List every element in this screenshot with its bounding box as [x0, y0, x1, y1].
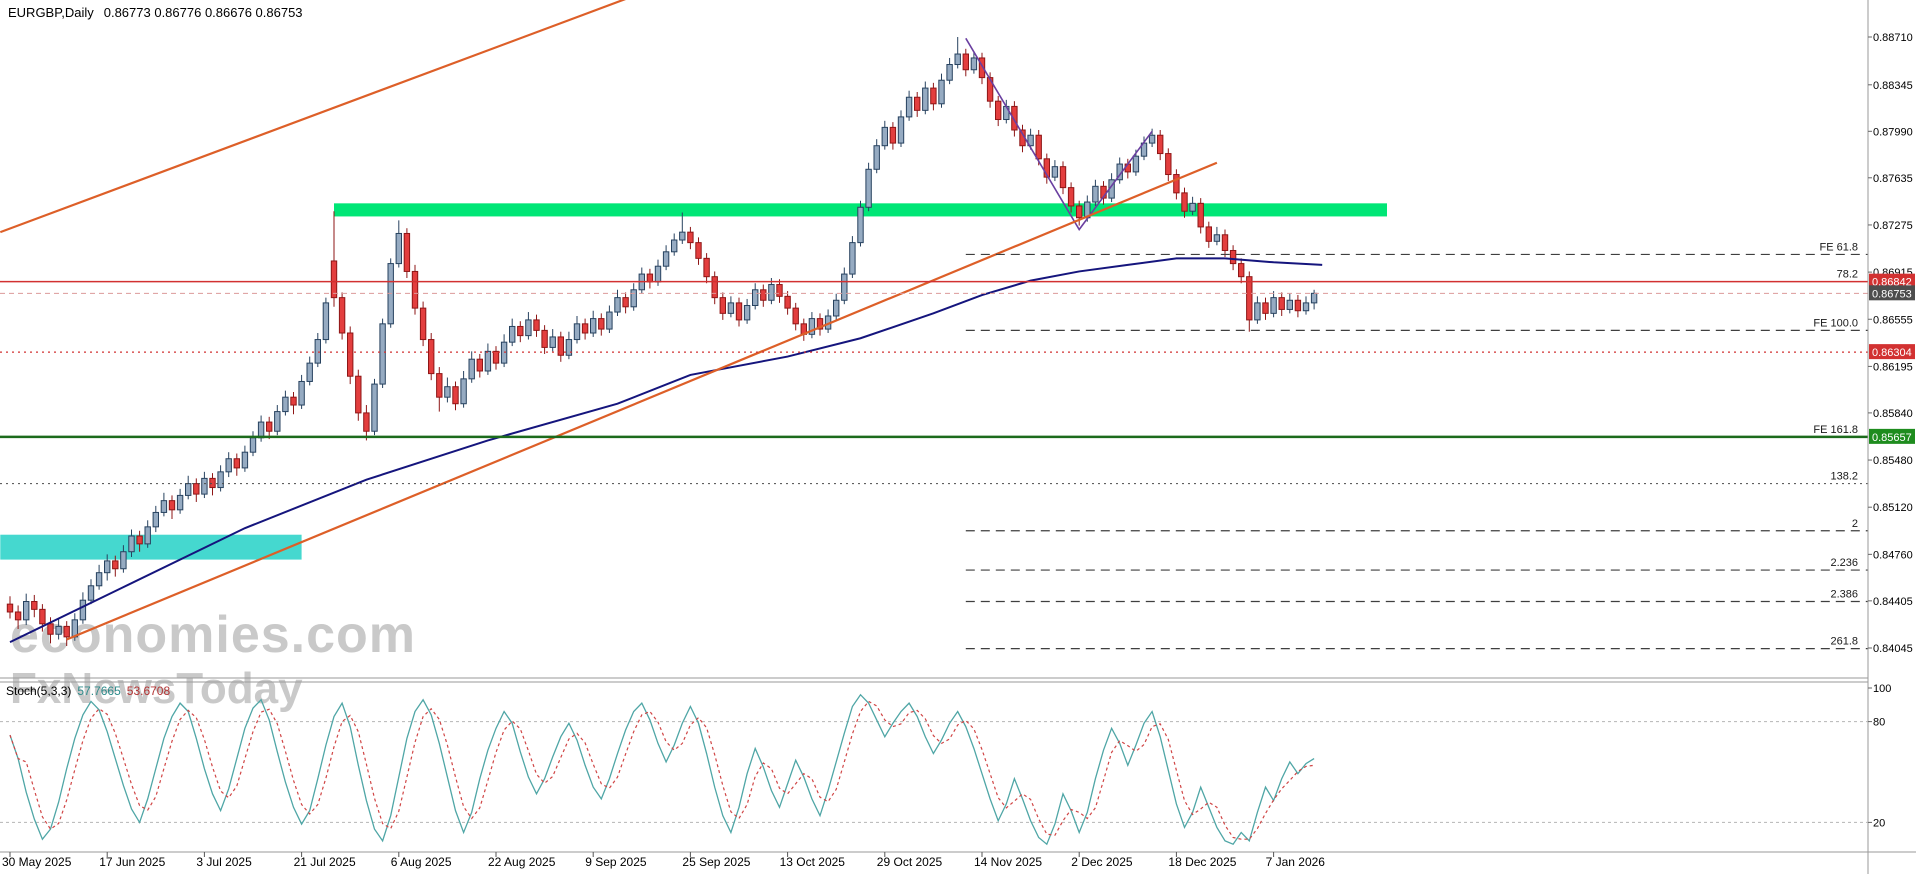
price-axis-label: 0.85480 [1873, 455, 1913, 467]
price-axis-label: 0.87275 [1873, 220, 1913, 232]
price-axis-label: 0.87990 [1873, 126, 1913, 138]
price-badge [1869, 428, 1915, 444]
price-axis-label: 0.88345 [1873, 80, 1913, 92]
price-badge [1869, 344, 1915, 360]
price-axis-label: 0.88710 [1873, 32, 1913, 44]
chart-title: EURGBP,Daily 0.86773 0.86776 0.86676 0.86… [8, 5, 303, 20]
support-zone[interactable] [0, 534, 302, 560]
candlestick-series[interactable] [6, 37, 1318, 647]
price-badge-text: 0.85657 [1872, 432, 1912, 444]
fib-extension-label: 2.386 [1830, 589, 1858, 601]
price-axis-label: 0.86195 [1873, 361, 1913, 373]
price-badge [1869, 285, 1915, 301]
fib-extension-label: FE 100.0 [1813, 317, 1858, 329]
date-axis-label: 14 Nov 2025 [974, 855, 1042, 869]
fib-extension-label: 138.2 [1830, 471, 1858, 483]
watermark-line2: FxNewsToday [10, 664, 303, 714]
stoch-scale-label: 80 [1873, 717, 1885, 729]
price-axis-label: 0.85120 [1873, 502, 1913, 514]
stoch-k-line[interactable] [9, 693, 1315, 846]
watermark: economies.com FxNewsToday [10, 606, 416, 714]
price-axis-label: 0.84405 [1873, 596, 1913, 608]
stoch-name: Stoch(5,3,3) [6, 684, 72, 698]
stoch-d-line[interactable] [9, 700, 1315, 840]
stochastic-indicator-label: Stoch(5,3,3) 57.7665 53.6708 [6, 684, 170, 698]
fib-extension-label: 78.2 [1837, 269, 1858, 281]
symbol-timeframe-label: EURGBP,Daily [8, 5, 94, 20]
price-axis-label: 0.84045 [1873, 643, 1913, 655]
ohlc-readout: 0.86773 0.86776 0.86676 0.86753 [103, 5, 303, 20]
price-axis-label: 0.86555 [1873, 314, 1913, 326]
price-axis-label: 0.87635 [1873, 173, 1913, 185]
price-badge-text: 0.86304 [1872, 347, 1912, 359]
date-axis-label: 25 Sep 2025 [682, 855, 750, 869]
moving-average-line[interactable] [9, 257, 1323, 644]
fib-extension-label: 261.8 [1830, 636, 1858, 648]
date-axis-label: 3 Jul 2025 [196, 855, 252, 869]
price-axis-label: 0.85840 [1873, 408, 1913, 420]
stoch-scale-label: 20 [1873, 817, 1885, 829]
date-axis-label: 22 Aug 2025 [488, 855, 556, 869]
date-axis-label: 7 Jan 2026 [1266, 855, 1326, 869]
price-axis-label: 0.84760 [1873, 549, 1913, 561]
stoch-d-value: 53.6708 [126, 684, 171, 698]
ascending-trendline-lower[interactable] [66, 161, 1218, 641]
date-axis-label: 29 Oct 2025 [877, 855, 943, 869]
date-axis-label: 30 May 2025 [2, 855, 72, 869]
zigzag-drawing[interactable] [965, 37, 1153, 231]
date-axis-label: 9 Sep 2025 [585, 855, 647, 869]
fib-extension-label: 2 [1852, 518, 1858, 530]
fib-extension-label: 2.236 [1830, 557, 1858, 569]
date-axis-label: 2 Dec 2025 [1071, 855, 1133, 869]
stoch-k-value: 57.7665 [77, 684, 121, 698]
date-axis-label: 17 Jun 2025 [99, 855, 165, 869]
date-axis-label: 6 Aug 2025 [391, 855, 452, 869]
fib-extension-label: FE 161.8 [1813, 424, 1858, 436]
stoch-scale-label: 100 [1873, 683, 1891, 695]
price-badge [1869, 273, 1915, 289]
price-badge-text: 0.86753 [1872, 288, 1912, 300]
date-axis-label: 21 Jul 2025 [294, 855, 356, 869]
fib-extension-label: FE 61.8 [1819, 241, 1858, 253]
date-axis-label: 13 Oct 2025 [780, 855, 846, 869]
date-axis-label: 18 Dec 2025 [1168, 855, 1236, 869]
ascending-trendline-upper[interactable] [0, 0, 626, 234]
